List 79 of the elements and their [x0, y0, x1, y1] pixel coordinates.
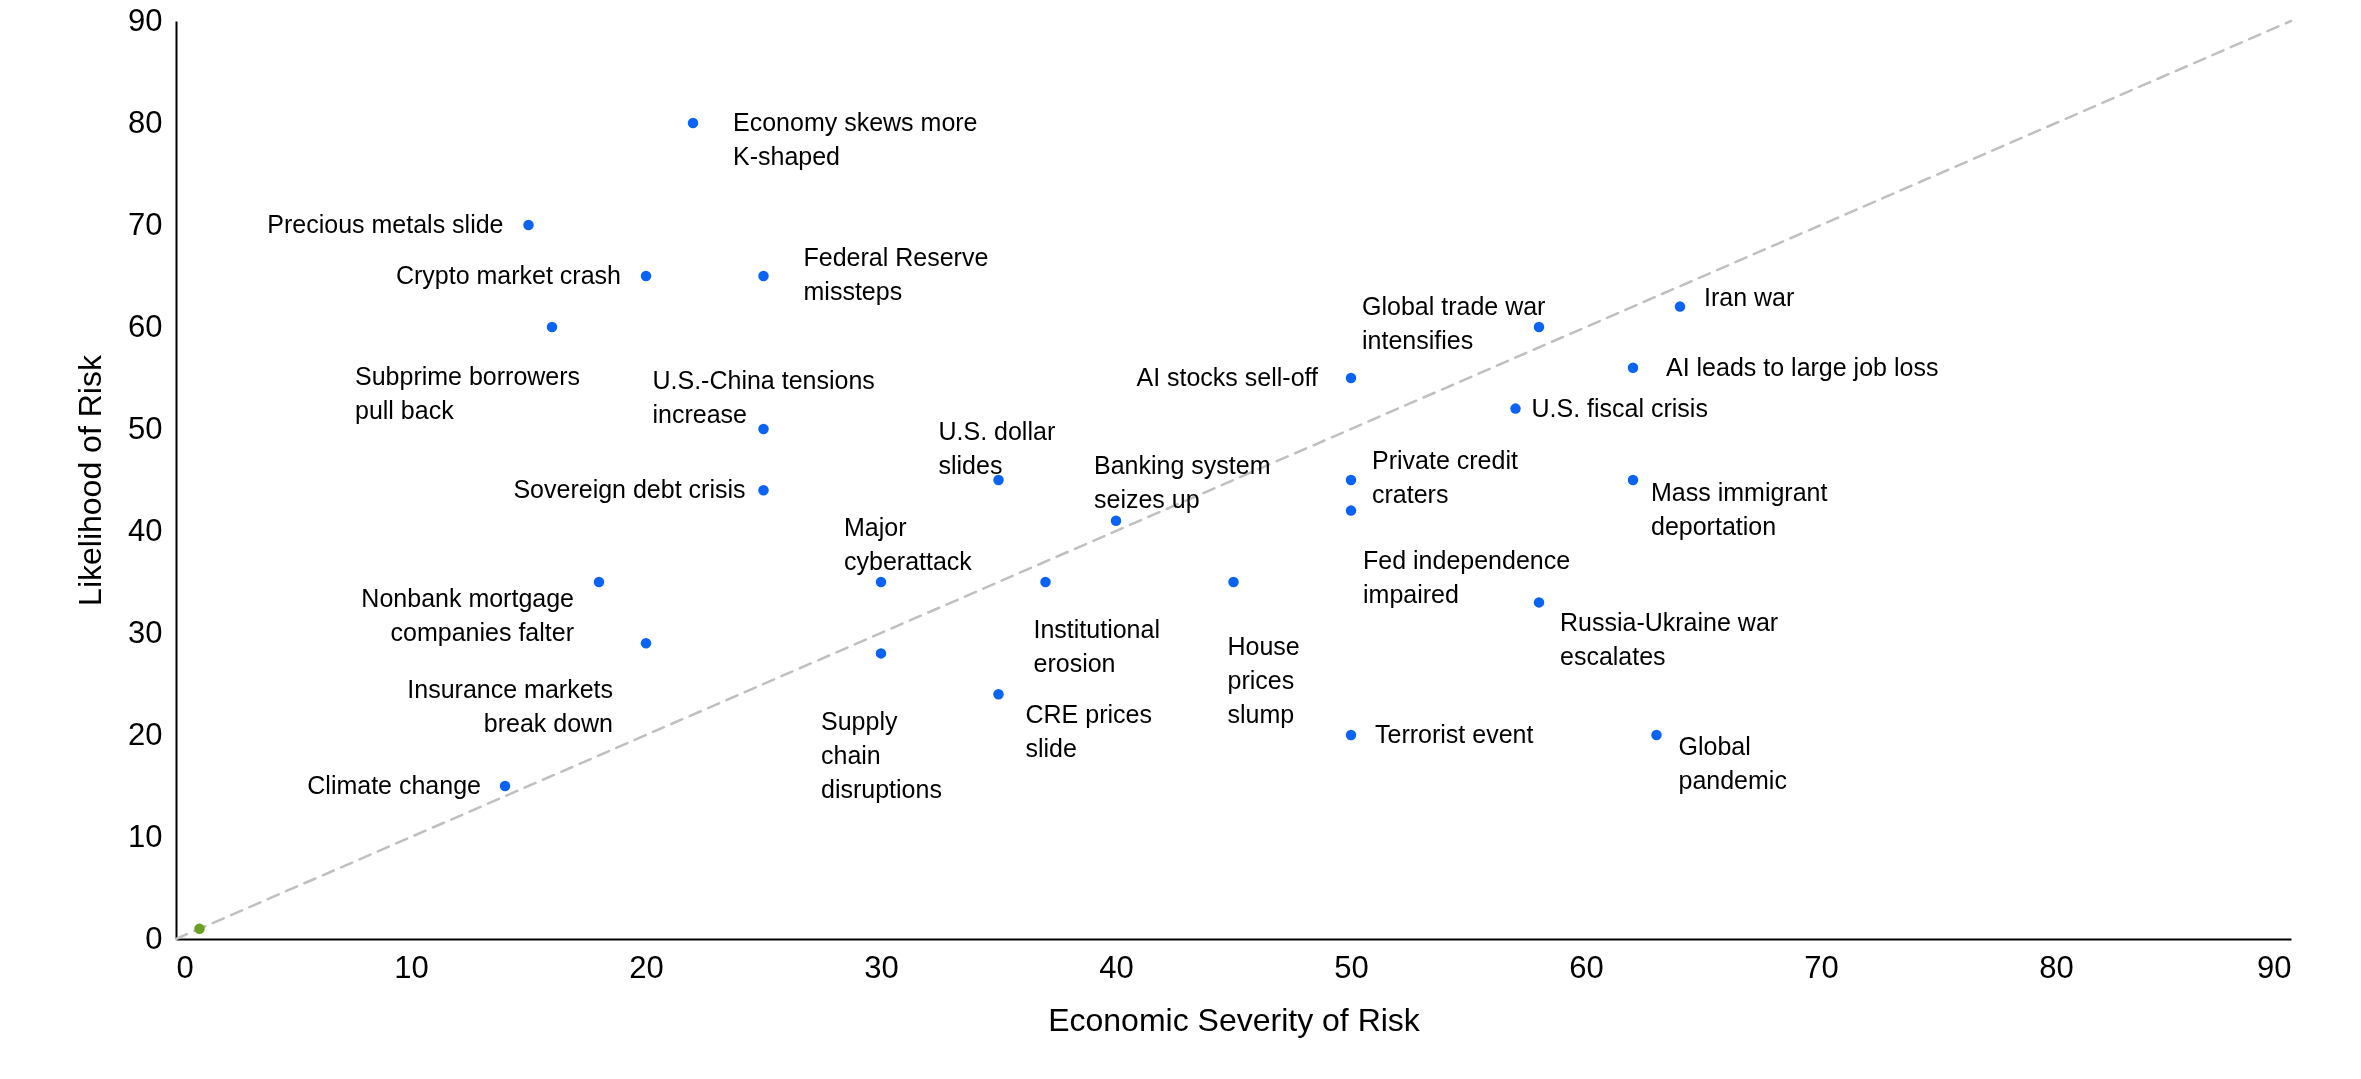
x-tick-label: 40 — [1099, 949, 1134, 985]
point — [875, 576, 887, 588]
point — [546, 321, 558, 333]
annotation: Supply chain disruptions — [821, 707, 942, 804]
x-axis-title: Economic Severity of Risk — [1048, 1001, 1421, 1038]
point — [1345, 505, 1357, 516]
annotation: Crypto market crash — [395, 261, 621, 289]
point — [758, 423, 769, 435]
point — [1533, 597, 1545, 608]
annotation: Private credit craters — [1372, 446, 1518, 508]
annotation: Global trade war intensifies — [1362, 292, 1546, 354]
point — [1345, 372, 1357, 384]
point — [640, 637, 652, 649]
annotation: U.S.-China tensions increase — [652, 366, 875, 428]
annotation: House prices slump — [1227, 632, 1300, 728]
y-tick-label: 80 — [128, 104, 163, 140]
annotation: Major cyberattack — [844, 513, 973, 575]
annotation: Insurance markets break down — [407, 675, 613, 738]
x-tick-label: 50 — [1334, 949, 1369, 985]
x-tick-label: 30 — [864, 949, 899, 985]
annotation: CRE prices slide — [1025, 700, 1152, 763]
point — [640, 270, 652, 282]
annotation: Russia-Ukraine war escalates — [1560, 608, 1779, 671]
annotation: AI stocks sell-off — [1136, 363, 1319, 391]
point — [1510, 403, 1521, 414]
y-tick-label: 40 — [128, 512, 163, 548]
point — [758, 484, 769, 496]
point — [1345, 474, 1357, 486]
point — [194, 923, 205, 935]
annotation: AI leads to large job loss — [1666, 352, 1939, 381]
y-tick-label: 60 — [128, 308, 163, 344]
annotation: Institutional erosion — [1033, 615, 1160, 677]
point — [1345, 729, 1357, 741]
x-tick-label: 20 — [629, 949, 664, 985]
point — [875, 648, 887, 659]
annotation: Banking system seizes up — [1094, 450, 1271, 513]
point — [1040, 576, 1051, 588]
annotation: Mass immigrant deportation — [1651, 478, 1828, 540]
annotation: Fed independence impaired — [1363, 545, 1571, 608]
y-axis-title: Likelihood of Risk — [72, 354, 109, 606]
annotation: Subprime borrowers pull back — [355, 362, 581, 424]
point — [1627, 474, 1639, 486]
annotation: Sovereign debt crisis — [513, 475, 746, 504]
annotation: Iran war — [1704, 282, 1795, 311]
y-tick-label: 90 — [128, 2, 163, 38]
point — [1533, 321, 1545, 333]
point — [499, 780, 511, 792]
point — [1110, 515, 1122, 527]
y-tick-label: 20 — [128, 716, 163, 752]
x-tick-label: 0 — [176, 949, 194, 985]
annotation: Economy skews more K-shaped — [733, 108, 978, 170]
point — [1651, 729, 1662, 741]
annotation: Nonbank mortgage companies falter — [361, 584, 574, 646]
point — [993, 688, 1004, 700]
annotation: Terrorist event — [1375, 720, 1534, 748]
annotation: Precious metals slide — [267, 210, 504, 238]
annotation: Climate change — [307, 771, 481, 799]
x-tick-label: 60 — [1569, 949, 1604, 985]
annotation: U.S. dollar slides — [938, 417, 1056, 479]
x-tick-label: 10 — [394, 949, 429, 985]
annotation: U.S. fiscal crisis — [1531, 393, 1708, 422]
annotation: Federal Reserve missteps — [803, 243, 989, 305]
point — [523, 219, 534, 231]
y-tick-label: 0 — [145, 920, 163, 956]
point — [593, 576, 605, 588]
annotation: Global pandemic — [1678, 732, 1787, 794]
y-tick-label: 10 — [128, 818, 163, 854]
y-tick-label: 70 — [128, 206, 163, 242]
x-tick-label: 90 — [2257, 949, 2292, 985]
point — [1674, 301, 1686, 312]
y-tick-label: 30 — [128, 614, 163, 650]
point — [993, 474, 1004, 486]
y-tick-label: 50 — [128, 410, 163, 446]
point — [758, 270, 769, 282]
x-tick-label: 80 — [2039, 949, 2074, 985]
point — [1228, 576, 1239, 588]
point — [1627, 362, 1639, 374]
point — [687, 117, 699, 129]
x-tick-label: 70 — [1804, 949, 1839, 985]
